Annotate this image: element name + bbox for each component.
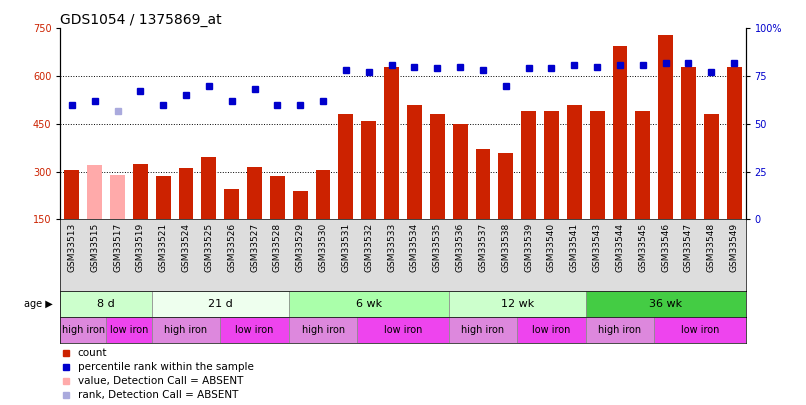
Text: GSM33537: GSM33537 — [479, 223, 488, 272]
Bar — [586, 291, 746, 317]
Bar — [247, 167, 262, 220]
Bar — [361, 121, 376, 220]
Text: high iron: high iron — [164, 325, 208, 335]
Text: GSM33531: GSM33531 — [342, 223, 351, 272]
Text: low iron: low iron — [110, 325, 148, 335]
Bar — [64, 170, 79, 220]
Bar — [270, 177, 285, 220]
Bar — [567, 105, 582, 220]
Text: GSM33538: GSM33538 — [501, 223, 510, 272]
Text: 8 d: 8 d — [98, 299, 115, 309]
Bar — [498, 153, 513, 220]
Bar — [521, 111, 536, 220]
Text: 6 wk: 6 wk — [355, 299, 382, 309]
Text: GSM33549: GSM33549 — [729, 223, 738, 272]
Text: GSM33535: GSM33535 — [433, 223, 442, 272]
Text: GSM33548: GSM33548 — [707, 223, 716, 272]
Bar — [654, 317, 746, 343]
Text: GDS1054 / 1375869_at: GDS1054 / 1375869_at — [60, 13, 222, 27]
Bar — [659, 35, 673, 220]
Bar — [316, 170, 330, 220]
Bar — [224, 189, 239, 220]
Text: low iron: low iron — [235, 325, 274, 335]
Text: GSM33539: GSM33539 — [524, 223, 533, 272]
Bar — [133, 164, 147, 220]
Text: GSM33544: GSM33544 — [616, 223, 625, 272]
Text: low iron: low iron — [681, 325, 719, 335]
Bar — [517, 317, 586, 343]
Text: high iron: high iron — [461, 325, 505, 335]
Bar — [152, 291, 289, 317]
Bar — [449, 317, 517, 343]
Bar — [60, 317, 106, 343]
Bar — [87, 165, 102, 220]
Text: GSM33529: GSM33529 — [296, 223, 305, 272]
Text: high iron: high iron — [62, 325, 105, 335]
Bar — [681, 66, 696, 220]
Text: rank, Detection Call = ABSENT: rank, Detection Call = ABSENT — [77, 390, 238, 400]
Text: GSM33515: GSM33515 — [90, 223, 99, 272]
Bar — [430, 114, 445, 220]
Text: high iron: high iron — [598, 325, 642, 335]
Bar — [476, 149, 490, 220]
Bar — [586, 317, 654, 343]
Text: 21 d: 21 d — [208, 299, 233, 309]
Bar — [357, 317, 449, 343]
Text: GSM33517: GSM33517 — [113, 223, 122, 272]
Bar — [156, 177, 171, 220]
Bar — [384, 66, 399, 220]
Text: GSM33519: GSM33519 — [136, 223, 145, 272]
Text: age ▶: age ▶ — [23, 299, 52, 309]
Bar — [60, 291, 152, 317]
Bar — [179, 168, 193, 220]
Text: GSM33543: GSM33543 — [592, 223, 601, 272]
Text: percentile rank within the sample: percentile rank within the sample — [77, 362, 253, 372]
Text: GSM33525: GSM33525 — [205, 223, 214, 272]
Bar — [449, 291, 586, 317]
Text: GSM33532: GSM33532 — [364, 223, 373, 272]
Text: GSM33534: GSM33534 — [410, 223, 419, 272]
Text: GSM33533: GSM33533 — [387, 223, 396, 272]
Text: GSM33526: GSM33526 — [227, 223, 236, 272]
Text: low iron: low iron — [384, 325, 422, 335]
Bar — [727, 66, 742, 220]
Text: GSM33541: GSM33541 — [570, 223, 579, 272]
Bar — [202, 157, 216, 220]
Text: GSM33527: GSM33527 — [250, 223, 259, 272]
Text: GSM33521: GSM33521 — [159, 223, 168, 272]
Text: low iron: low iron — [532, 325, 571, 335]
Text: GSM33530: GSM33530 — [318, 223, 327, 272]
Text: GSM33546: GSM33546 — [661, 223, 670, 272]
Bar — [590, 111, 604, 220]
Bar — [152, 317, 220, 343]
Bar — [453, 124, 467, 220]
Text: 12 wk: 12 wk — [501, 299, 534, 309]
Bar — [704, 114, 719, 220]
Bar — [613, 46, 627, 220]
Bar — [635, 111, 650, 220]
Text: count: count — [77, 348, 107, 358]
Text: GSM33524: GSM33524 — [181, 223, 190, 272]
Bar — [544, 111, 559, 220]
Bar — [106, 317, 152, 343]
Text: GSM33547: GSM33547 — [684, 223, 693, 272]
Bar — [289, 291, 449, 317]
Text: GSM33536: GSM33536 — [455, 223, 464, 272]
Text: GSM33545: GSM33545 — [638, 223, 647, 272]
Bar — [339, 114, 353, 220]
Bar — [220, 317, 289, 343]
Bar — [110, 175, 125, 220]
Bar — [289, 317, 357, 343]
Text: 36 wk: 36 wk — [649, 299, 682, 309]
Bar — [293, 191, 308, 220]
Text: GSM33540: GSM33540 — [547, 223, 556, 272]
Text: value, Detection Call = ABSENT: value, Detection Call = ABSENT — [77, 376, 243, 386]
Text: GSM33513: GSM33513 — [68, 223, 77, 272]
Bar — [407, 105, 422, 220]
Text: high iron: high iron — [301, 325, 345, 335]
Text: GSM33528: GSM33528 — [273, 223, 282, 272]
